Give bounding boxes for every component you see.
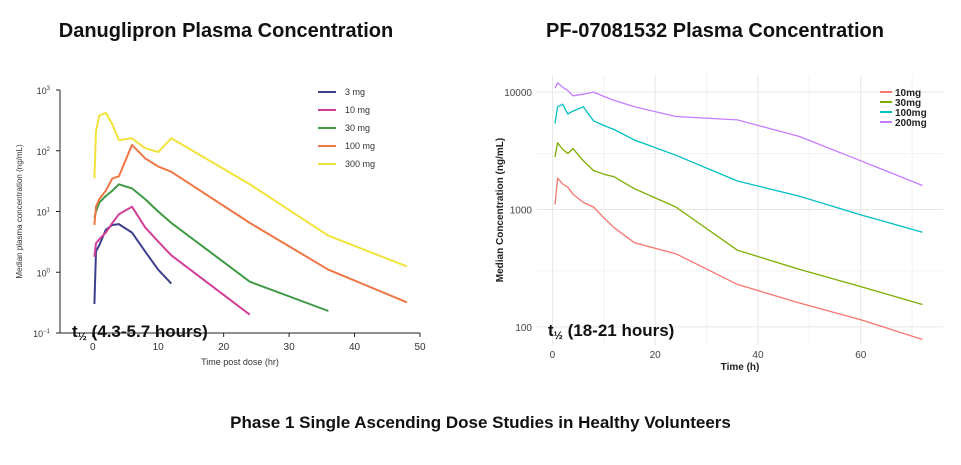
series-line-200mg [554, 82, 923, 187]
series-line-100-mg [93, 143, 408, 304]
legend-label: 100mg [895, 108, 927, 119]
y-tick-label: 102 [37, 147, 51, 157]
y-tick-label: 100 [515, 323, 532, 334]
x-tick-label: 20 [650, 350, 662, 361]
pf07081532-chart: 0 20 40 60 100 1000 10000 Time (h) Median Concen… [495, 75, 943, 373]
plot-background [537, 75, 943, 345]
y-tick-label: 100 [37, 268, 51, 278]
series-line-300-mg [93, 111, 408, 268]
x-tick-label: 50 [414, 342, 426, 353]
y-tick-label: 10−1 [33, 329, 51, 339]
y-tick-label: 10000 [504, 88, 532, 99]
series-line-30mg [554, 142, 923, 306]
x-tick-label: 60 [855, 350, 867, 361]
x-tick-label: 40 [349, 342, 361, 353]
footer-caption: Phase 1 Single Ascending Dose Studies in… [230, 413, 731, 432]
y-axis-title: Median plasma concentration (ng/mL) [15, 144, 24, 279]
series-line-10-mg [93, 205, 251, 316]
x-tick-label: 30 [284, 342, 296, 353]
x-tick-label: 0 [550, 350, 556, 361]
x-tick-label: 10 [153, 342, 165, 353]
legend-label: 200mg [895, 118, 927, 129]
legend-label: 100 mg [345, 141, 375, 151]
y-tick-label: 103 [37, 86, 51, 96]
y-axis-title: Median Concentration (ng/mL) [495, 138, 506, 282]
legend-label: 10 mg [345, 105, 370, 115]
half-life-annotation: t½ (4.3-5.7 hours) [72, 322, 208, 343]
right-chart-title: PF-07081532 Plasma Concentration [546, 20, 884, 42]
x-tick-label: 0 [90, 342, 96, 353]
y-tick-label: 1000 [510, 205, 533, 216]
series-line-100mg [554, 103, 923, 233]
x-tick-label: 20 [218, 342, 230, 353]
series-line-30-mg [93, 183, 329, 312]
legend-label: 10mg [895, 88, 921, 99]
danuglipron-chart: 0 10 20 30 40 50 10−1 100 101 102 103 Time post dos… [15, 86, 426, 367]
series-line-3-mg [93, 223, 173, 305]
y-tick-label: 101 [37, 208, 51, 218]
legend-label: 30mg [895, 98, 921, 109]
half-life-annotation: t½ (18-21 hours) [548, 321, 674, 342]
series-line-10mg [554, 177, 923, 341]
x-axis-title: Time post dose (hr) [201, 357, 279, 367]
legend-label: 30 mg [345, 123, 370, 133]
legend-label: 300 mg [345, 159, 375, 169]
x-tick-label: 40 [752, 350, 764, 361]
x-axis-title: Time (h) [721, 362, 760, 373]
legend-label: 3 mg [345, 87, 365, 97]
left-chart-title: Danuglipron Plasma Concentration [58, 20, 394, 42]
